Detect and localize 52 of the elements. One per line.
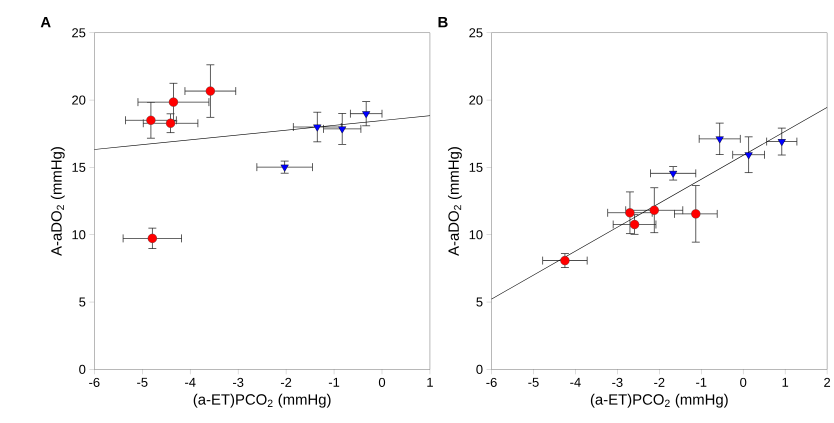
y-tick-label: 20 xyxy=(469,96,483,105)
x-tick-label: -3 xyxy=(233,378,244,387)
y-tick-label: 5 xyxy=(476,298,482,307)
x-tick-label: -1 xyxy=(696,378,706,387)
point xyxy=(362,111,370,118)
point xyxy=(650,206,659,215)
y-axis-title: A-aDO$_{2}$ (mmHg) xyxy=(50,147,65,256)
y-tick-label: 15 xyxy=(72,162,86,172)
y-tick-label: 0 xyxy=(476,364,483,374)
chart-title: B xyxy=(438,17,448,28)
point xyxy=(338,126,346,134)
point xyxy=(560,256,570,266)
point xyxy=(148,234,158,244)
point xyxy=(168,97,178,107)
x-tick-label: -4 xyxy=(570,378,581,387)
point xyxy=(313,124,322,132)
x-axis-title: (a-ET)PCO$_{2}$ (mmHg) xyxy=(194,394,331,408)
point xyxy=(778,139,786,146)
x-tick-label: 2 xyxy=(824,378,830,387)
y-tick-label: 5 xyxy=(79,298,86,307)
x-tick-label: -2 xyxy=(654,378,664,387)
x-tick-label: -6 xyxy=(486,378,497,387)
x-tick-label: -6 xyxy=(89,378,100,387)
x-tick-label: -3 xyxy=(612,378,623,387)
y-tick-label: 10 xyxy=(470,230,483,240)
point xyxy=(166,118,176,128)
x-tick-label: 0 xyxy=(740,378,746,387)
y-tick-label: 25 xyxy=(469,28,482,38)
point xyxy=(716,136,724,144)
y-tick-label: 15 xyxy=(470,162,482,172)
point xyxy=(630,220,640,230)
x-axis-title: (a-ET)PCO$_{2}$ (mmHg) xyxy=(590,394,728,408)
x-tick-label: 1 xyxy=(782,378,788,387)
x-tick-label: -5 xyxy=(528,378,539,387)
point xyxy=(146,116,156,125)
y-axis-title: A-aDO$_{2}$ (mmHg) xyxy=(448,147,462,256)
x-tick-label: 0 xyxy=(378,378,386,387)
point xyxy=(669,170,678,178)
x-tick-label: 1 xyxy=(427,378,433,387)
y-tick-label: 25 xyxy=(72,28,86,38)
chart-title: A xyxy=(40,17,51,28)
point xyxy=(625,208,635,218)
point xyxy=(206,86,216,96)
x-tick-label: -5 xyxy=(137,378,148,387)
y-tick-label: 20 xyxy=(72,96,86,105)
point xyxy=(744,152,753,160)
x-tick-label: -2 xyxy=(280,378,292,387)
x-tick-label: -1 xyxy=(328,378,340,387)
x-tick-label: -4 xyxy=(185,378,196,387)
y-tick-label: 0 xyxy=(79,364,86,374)
y-tick-label: 10 xyxy=(72,230,86,240)
point xyxy=(691,209,700,219)
